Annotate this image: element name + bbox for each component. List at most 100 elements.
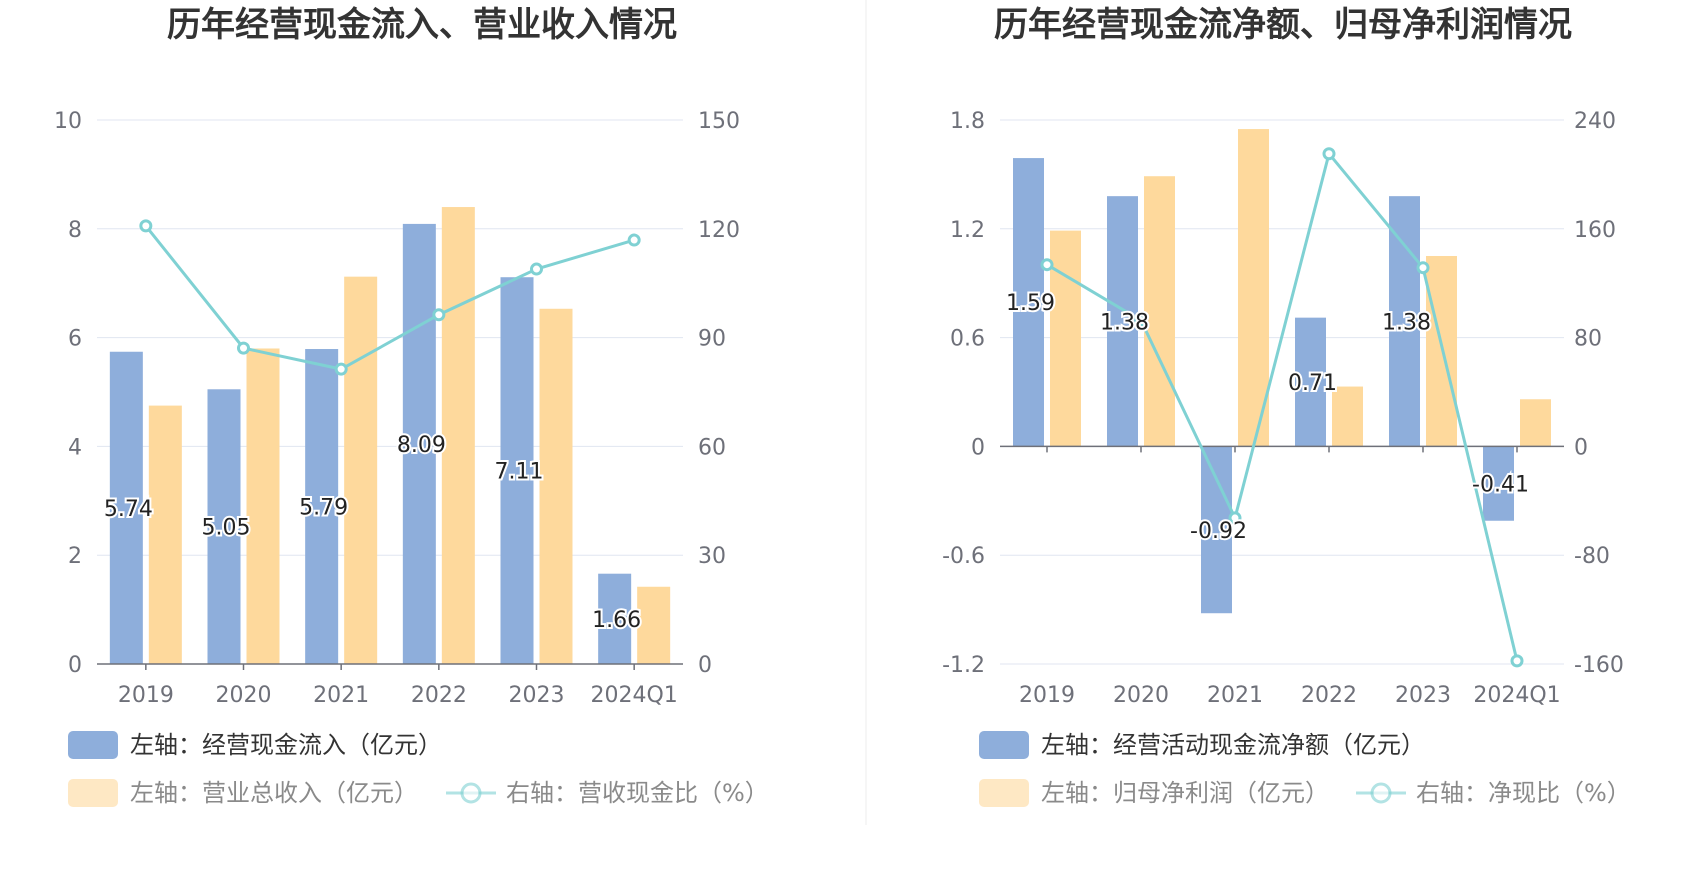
data-label-2020: 1.38 — [1100, 310, 1149, 335]
line-point-2022[interactable] — [1322, 147, 1336, 161]
bar-primary-2024Q1[interactable] — [598, 573, 632, 664]
y-right-tick-label: 0 — [698, 653, 712, 678]
line-series — [1046, 150, 1519, 662]
bar-secondary-2020[interactable] — [1144, 176, 1175, 447]
y-right-tick-label: 160 — [1574, 218, 1616, 243]
y-left-tick-label: 2 — [68, 544, 82, 569]
y-left-tick-label: 4 — [68, 435, 82, 460]
bar-secondary-2019[interactable] — [148, 405, 182, 664]
x-tick-label-2022: 2022 — [411, 683, 467, 708]
data-label-2019: 5.74 — [104, 497, 153, 522]
x-tick-label-2019: 2019 — [118, 683, 174, 708]
legend-swatch-cash-inflow[interactable] — [68, 731, 118, 759]
y-right-tick-label: 240 — [1574, 109, 1616, 134]
x-tick-label-2020: 2020 — [1113, 683, 1169, 708]
x-tick-label-2022: 2022 — [1301, 683, 1357, 708]
y-right-tick-label: 150 — [698, 109, 740, 134]
plot-area: -1.2 -0.6 0 0.6 1.2 1.8 -160 -80 0 80 160 240 2019 20… — [942, 109, 1624, 708]
y-right-tick-label: -160 — [1574, 653, 1624, 678]
data-label-2020: 5.05 — [202, 516, 251, 541]
x-tick-label-2023: 2023 — [1395, 683, 1451, 708]
bar-secondary-2021[interactable] — [344, 276, 378, 664]
legend-swatch-net-ratio-marker[interactable] — [1370, 782, 1392, 804]
data-label-2024Q1: -0.41 — [1472, 473, 1529, 498]
bar-secondary-2021[interactable] — [1238, 129, 1269, 447]
data-label-2021: -0.92 — [1190, 519, 1247, 544]
bar-secondary-2020[interactable] — [246, 348, 280, 664]
bar-primary-2020[interactable] — [207, 389, 241, 664]
chart-title: 历年经营现金流净额、归母净利润情况 — [994, 5, 1572, 45]
legend: 左轴：经营活动现金流净额（亿元） 左轴：归母净利润（亿元） 右轴：净现比（%） — [979, 731, 1631, 807]
bar-primary-2019[interactable] — [109, 351, 143, 664]
y-left-tick-label: -0.6 — [942, 544, 985, 569]
y-right-tick-label: 0 — [1574, 435, 1588, 460]
x-tick-label-2024Q1: 2024Q1 — [1473, 683, 1560, 708]
legend-label-cash-ratio[interactable]: 右轴：营收现金比（%） — [506, 779, 769, 807]
y-left-tick-label: 10 — [54, 109, 82, 134]
chart-net-cashflow-profit: 历年经营现金流净额、归母净利润情况 左轴：经营活动现金流净额（亿元） 左轴：归母… — [942, 5, 1631, 807]
bar-secondary-2019[interactable] — [1050, 230, 1081, 447]
line-point-2023[interactable] — [530, 262, 543, 276]
legend-label-cash-inflow[interactable]: 左轴：经营现金流入（亿元） — [130, 731, 442, 759]
x-tick-label-2019: 2019 — [1019, 683, 1075, 708]
line-point-2024Q1[interactable] — [627, 233, 641, 247]
bar-primary-2019[interactable] — [1013, 158, 1044, 447]
y-left-tick-label: 6 — [68, 327, 82, 352]
bar-secondary-2023[interactable] — [539, 308, 573, 664]
y-right-tick-label: 90 — [698, 327, 726, 352]
legend-label-net-ratio[interactable]: 右轴：净现比（%） — [1416, 779, 1631, 807]
bar-secondary-2022[interactable] — [1332, 386, 1363, 447]
bar-primary-2024Q1[interactable] — [1483, 446, 1514, 521]
bar-primary-2023[interactable] — [500, 277, 534, 664]
plot-area: 0 2 4 6 8 10 0 30 60 90 120 150 2019 2020 2021 2022 2023… — [54, 109, 740, 708]
data-label-2019: 1.59 — [1006, 291, 1055, 316]
line-point-2019[interactable] — [139, 219, 153, 233]
legend-swatch-net-profit[interactable] — [979, 779, 1029, 807]
line-point-2019[interactable] — [1040, 258, 1054, 272]
line-series — [144, 224, 635, 371]
y-right-tick-label: 80 — [1574, 327, 1602, 352]
x-tick-label-2020: 2020 — [216, 683, 272, 708]
bar-primary-2022[interactable] — [402, 223, 436, 665]
line-point-2024Q1[interactable] — [1510, 654, 1524, 668]
bar-secondary-2024Q1[interactable] — [637, 586, 671, 664]
y-left-tick-label: -1.2 — [942, 653, 985, 678]
x-tick-label-2024Q1: 2024Q1 — [591, 683, 678, 708]
legend-label-net-profit[interactable]: 左轴：归母净利润（亿元） — [1041, 779, 1329, 807]
chart-cash-inflow-revenue: 历年经营现金流入、营业收入情况 左轴：经营现金流入（亿元） 左轴：营业总收入（亿… — [54, 5, 769, 807]
y-right-tick-label: -80 — [1574, 544, 1610, 569]
y-left-tick-label: 1.8 — [950, 109, 985, 134]
data-label-2023: 1.38 — [1382, 310, 1431, 335]
bar-primary-2020[interactable] — [1107, 196, 1138, 447]
x-tick-label-2021: 2021 — [1207, 683, 1263, 708]
y-right-tick-label: 120 — [698, 218, 740, 243]
legend-label-net-cashflow[interactable]: 左轴：经营活动现金流净额（亿元） — [1041, 731, 1425, 759]
bar-primary-2023[interactable] — [1389, 196, 1420, 447]
bar-secondary-2024Q1[interactable] — [1520, 399, 1551, 447]
chart-title: 历年经营现金流入、营业收入情况 — [167, 5, 677, 45]
line-point-2022[interactable] — [432, 308, 446, 322]
line-point-2021[interactable] — [1228, 511, 1242, 525]
legend-swatch-net-cashflow[interactable] — [979, 731, 1029, 759]
x-tick-label-2021: 2021 — [313, 683, 369, 708]
data-label-2022: 0.71 — [1288, 371, 1337, 396]
data-label-2023: 7.11 — [495, 460, 544, 485]
y-left-tick-label: 8 — [68, 218, 82, 243]
legend-swatch-revenue[interactable] — [68, 779, 118, 807]
y-right-tick-label: 30 — [698, 544, 726, 569]
line-point-2020[interactable] — [1134, 313, 1148, 327]
line-point-2023[interactable] — [1416, 261, 1430, 275]
x-tick-label-2023: 2023 — [509, 683, 565, 708]
legend: 左轴：经营现金流入（亿元） 左轴：营业总收入（亿元） 右轴：营收现金比（%） — [68, 731, 769, 807]
y-left-tick-label: 0 — [971, 435, 985, 460]
bar-secondary-2022[interactable] — [441, 207, 475, 665]
bar-primary-2021[interactable] — [305, 349, 339, 664]
line-point-2021[interactable] — [334, 362, 348, 376]
y-left-tick-label: 1.2 — [950, 218, 985, 243]
bar-primary-2022[interactable] — [1295, 317, 1326, 447]
bar-primary-2021[interactable] — [1201, 446, 1232, 614]
legend-label-revenue[interactable]: 左轴：营业总收入（亿元） — [130, 779, 418, 807]
line-point-2020[interactable] — [237, 341, 250, 355]
legend-swatch-cash-ratio-marker[interactable] — [460, 782, 482, 804]
